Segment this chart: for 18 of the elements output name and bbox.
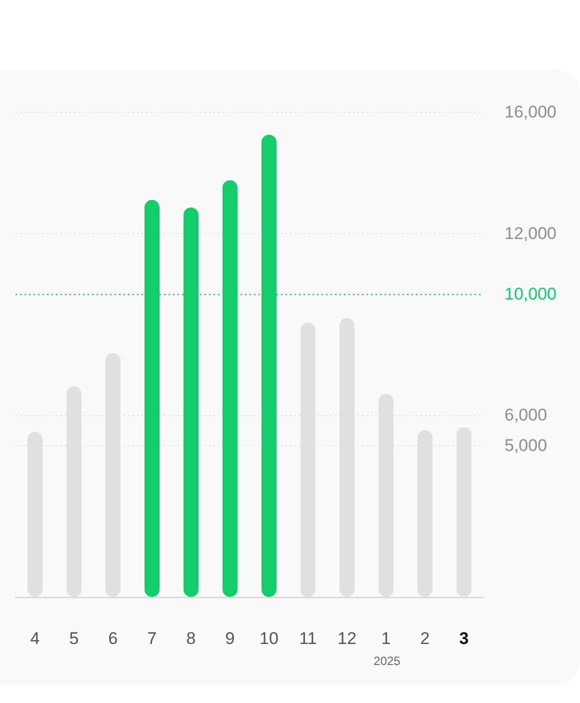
x-tick-label: 12 [338,629,356,648]
y-tick-label: 16,000 [504,102,556,122]
x-tick-label: 3 [459,629,469,648]
y-tick-label: 5,000 [504,436,548,455]
y-tick-label: 12,000 [504,224,556,243]
y-tick-label: 6,000 [504,406,548,425]
x-tick-label: 4 [30,629,40,648]
ref-line-label: 10,000 [504,284,556,304]
x-tick-label: 7 [147,629,157,648]
x-tick-label: 11 [299,629,317,648]
text: 2025 [374,654,401,668]
x-tick-label: 5 [69,629,79,648]
x-tick-label: 6 [108,629,118,648]
x-tick-label: 8 [186,629,196,648]
x-tick-label: 9 [225,629,235,648]
x-tick-label: 2 [420,629,430,648]
x-tick-label: 10 [260,629,278,648]
x-tick-label: 1 [381,629,391,648]
